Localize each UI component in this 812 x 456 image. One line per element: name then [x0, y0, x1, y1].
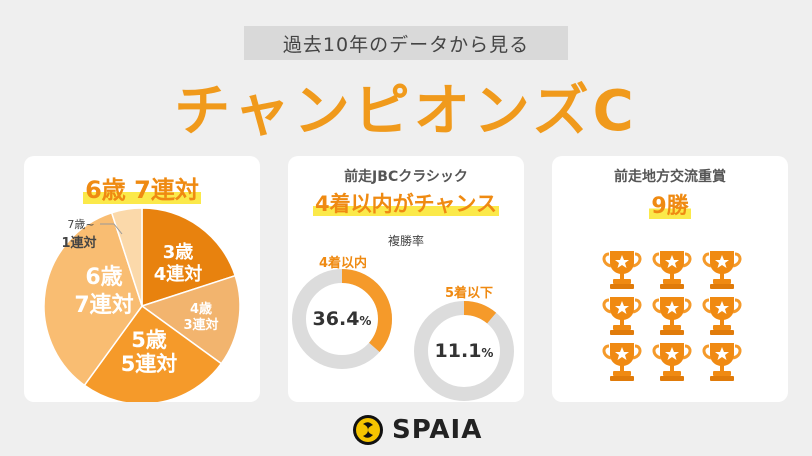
- donut1-arc: [292, 269, 392, 369]
- trophy-grid: [600, 248, 750, 388]
- spaia-logo: SPAIA: [352, 412, 482, 448]
- label-age4: 4歳 3連対: [176, 302, 226, 334]
- label-age7-count: 1連対: [58, 232, 100, 251]
- trophy-subheadline: 前走地方交流重賞: [614, 169, 726, 185]
- age-headline: 6歳 7連対: [24, 170, 260, 205]
- trophy-icon: [600, 340, 644, 384]
- label-age4-line2: 3連対: [183, 318, 219, 333]
- donut1-value-number: 36.4: [312, 308, 360, 330]
- spaia-logo-text: SPAIA: [392, 415, 483, 445]
- page-title: チャンピオンズC: [0, 66, 812, 146]
- spaia-logo-icon: [353, 415, 383, 445]
- age-pie-chart: [43, 207, 241, 402]
- metric-label: 複勝率: [387, 234, 424, 248]
- label-age6-line1: 6歳: [85, 265, 123, 290]
- label-age5-line1: 5歳: [131, 328, 167, 352]
- jbc-card: 前走JBCクラシック 4着以内がチャンス 複勝率 4着以内 5着以下 36.4%…: [288, 156, 524, 402]
- label-age7-line2: 1連対: [61, 236, 97, 251]
- trophy-icon: [650, 340, 694, 384]
- trophy-icon: [650, 248, 694, 292]
- trophy-icon: [700, 248, 744, 292]
- label-age3-line2: 4連対: [153, 264, 203, 285]
- label-age5: 5歳 5連対: [114, 328, 184, 376]
- donut2-label: 5着以下: [444, 286, 494, 301]
- label-age7: 7歳~: [64, 216, 98, 232]
- label-age6-line2: 7連対: [74, 293, 134, 318]
- subtitle-banner: 過去10年のデータから見る: [244, 26, 568, 60]
- trophy-icon: [600, 248, 644, 292]
- subtitle-text: 過去10年のデータから見る: [282, 33, 530, 56]
- trophy-headline: 9勝: [552, 188, 788, 220]
- donut1-percent: %: [359, 314, 372, 328]
- donut-charts: [292, 269, 514, 401]
- label-age3: 3歳 4連対: [148, 242, 208, 286]
- donut1-label: 4着以内: [318, 256, 368, 271]
- trophy-icon: [650, 294, 694, 338]
- label-age6: 6歳 7連対: [64, 264, 144, 320]
- jbc-headline: 4着以内がチャンス: [288, 188, 524, 218]
- label-age4-line1: 4歳: [189, 302, 213, 317]
- pie-slice-age3: [141, 207, 237, 308]
- pie-slice-age7: [110, 207, 143, 307]
- donut2-value-number: 11.1: [434, 340, 482, 362]
- trophy-icon: [700, 340, 744, 384]
- trophy-card: 前走地方交流重賞 9勝: [552, 156, 788, 402]
- donut2-percent: %: [481, 346, 494, 360]
- label-age5-line2: 5連対: [120, 352, 178, 376]
- donut2-value: 11.1%: [424, 340, 504, 362]
- trophy-headline-text: 9勝: [649, 194, 691, 219]
- label-age3-line1: 3歳: [162, 242, 194, 263]
- age-headline-text: 6歳 7連対: [83, 176, 201, 204]
- label-age7-line1: 7歳~: [67, 218, 95, 231]
- donut2-arc: [414, 301, 514, 401]
- pie-slice-age4: [140, 274, 241, 365]
- age-card: 6歳 7連対 7歳~ 1連対 3歳 4連対 4歳 3連対 5歳 5連対 6歳 7…: [24, 156, 260, 402]
- pie-slice-age6: [43, 211, 143, 387]
- trophy-icon: [600, 294, 644, 338]
- pie-slice-age5: [83, 304, 223, 402]
- page-title-text: チャンピオンズC: [174, 78, 638, 144]
- jbc-headline-text: 4着以内がチャンス: [313, 192, 499, 216]
- jbc-subheadline: 前走JBCクラシック: [344, 169, 468, 185]
- donut1-value: 36.4%: [302, 308, 382, 330]
- trophy-icon: [700, 294, 744, 338]
